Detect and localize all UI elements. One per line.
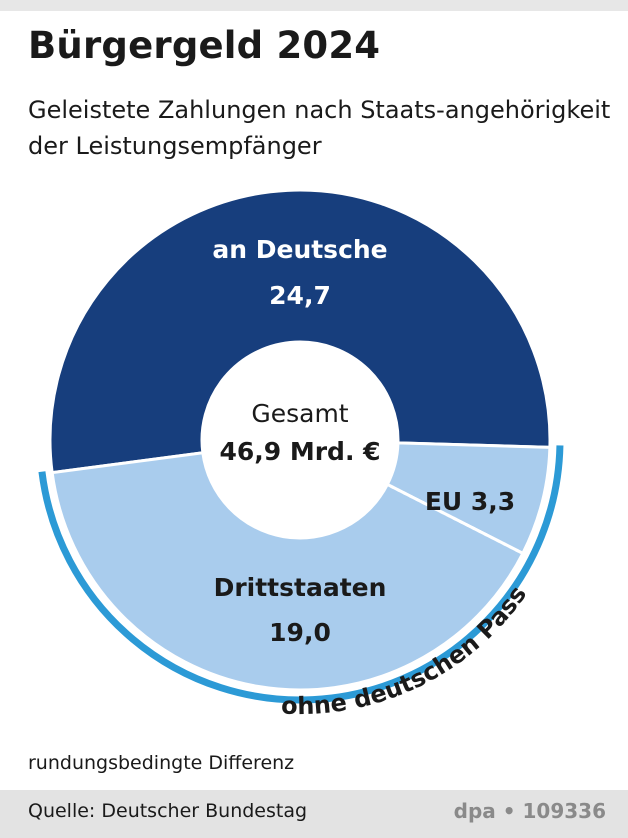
footer-bar: Quelle: Deutscher Bundestag dpa • 109336 [0, 790, 628, 838]
group-bracket-arc [38, 445, 564, 704]
source-text: Quelle: Deutscher Bundestag [28, 800, 308, 822]
label-eu: EU 3,3 [425, 487, 515, 516]
label-drittstaaten-name: Drittstaaten [214, 573, 387, 602]
label-an-deutsche-value: 24,7 [269, 281, 331, 310]
label-an-deutsche-name: an Deutsche [212, 235, 387, 264]
top-bar [0, 0, 628, 11]
credit-text: dpa • 109336 [453, 799, 606, 823]
center-value: 46,9 Mrd. € [219, 437, 380, 466]
chart-title: Bürgergeld 2024 [28, 24, 381, 67]
slice-an-deutsche [48, 188, 552, 475]
label-drittstaaten-value: 19,0 [269, 618, 331, 647]
footnote: rundungsbedingte Differenz [28, 752, 295, 774]
center-label: Gesamt [251, 399, 348, 428]
chart-subtitle: Geleistete Zahlungen nach Staats-angehör… [28, 96, 611, 160]
slice-drittstaaten [50, 451, 525, 692]
